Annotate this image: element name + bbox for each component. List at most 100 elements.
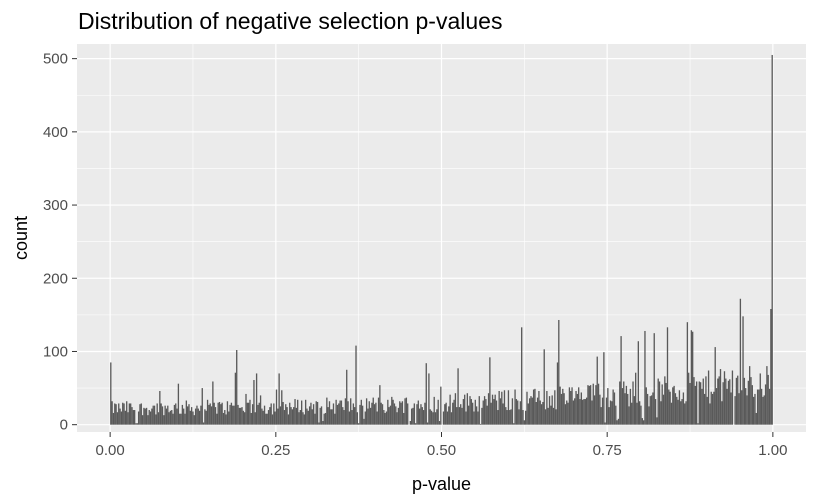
histogram-bar <box>172 413 174 425</box>
histogram-bar <box>340 400 343 425</box>
histogram-bar <box>601 397 604 425</box>
histogram-bar <box>274 411 276 425</box>
histogram-bar <box>137 411 140 425</box>
histogram-bar <box>262 410 264 425</box>
histogram-bar <box>617 418 620 425</box>
histogram-bar <box>290 407 292 425</box>
histogram-bar <box>664 376 666 425</box>
histogram-bar <box>226 401 229 425</box>
histogram-bar <box>513 423 515 425</box>
histogram-bar <box>758 389 760 425</box>
histogram-bar <box>282 401 284 425</box>
histogram-bar <box>118 403 120 425</box>
histogram-bar <box>711 393 714 425</box>
histogram-bar <box>411 408 413 425</box>
histogram-bar <box>674 393 677 425</box>
histogram-bar <box>460 404 462 425</box>
histogram-bar <box>143 407 145 425</box>
histogram-bar <box>509 410 511 425</box>
histogram-bar <box>350 398 352 425</box>
histogram-bar <box>233 405 235 425</box>
histogram-bar <box>589 385 592 425</box>
histogram-bar <box>308 406 311 425</box>
histogram-bar <box>574 398 576 425</box>
histogram-bar <box>298 412 300 425</box>
histogram-bar <box>171 410 173 425</box>
histogram-bar <box>377 397 380 425</box>
histogram-bar <box>343 410 345 425</box>
histogram-bar <box>114 403 116 425</box>
histogram-bar <box>445 402 447 425</box>
histogram-bar <box>742 316 744 425</box>
histogram-bar <box>685 401 687 425</box>
histogram-bar <box>433 396 435 425</box>
histogram-bar <box>244 412 246 425</box>
histogram-bar <box>727 380 730 425</box>
histogram-bar <box>421 407 423 425</box>
histogram-bar <box>242 410 245 425</box>
histogram-bar <box>714 347 716 425</box>
histogram-bar <box>120 411 123 425</box>
histogram-bar <box>596 356 598 425</box>
histogram-bar <box>756 389 759 425</box>
histogram-bar <box>575 391 577 425</box>
histogram-bar <box>173 404 176 425</box>
histogram-bar <box>372 397 374 425</box>
histogram-bar <box>699 382 702 425</box>
histogram-bar <box>489 357 491 425</box>
histogram-bar <box>466 393 469 425</box>
histogram-bar <box>560 393 563 425</box>
histogram-bar <box>481 407 483 425</box>
histogram-bar <box>285 404 287 425</box>
histogram-bar <box>715 388 718 425</box>
histogram-bar <box>141 415 144 425</box>
histogram-bar <box>595 385 597 425</box>
histogram-bar <box>128 403 131 425</box>
histogram-bar <box>229 404 231 425</box>
grid-major <box>77 44 806 432</box>
histogram-bar <box>148 410 150 425</box>
histogram-bar <box>616 420 618 425</box>
histogram-bar <box>629 388 632 425</box>
histogram-bar <box>497 410 499 425</box>
histogram-bar <box>136 423 138 425</box>
histogram-bar <box>454 393 457 425</box>
histogram-bar <box>348 411 351 425</box>
histogram-bar <box>453 399 455 425</box>
histogram-bar <box>657 378 659 425</box>
histogram-bar <box>621 388 624 425</box>
histogram-bar <box>144 408 146 425</box>
histogram-bar <box>478 396 480 425</box>
y-tick-label: 400 <box>43 124 68 141</box>
histogram-bar <box>440 386 442 425</box>
histogram-bar <box>760 388 763 425</box>
histogram-bar <box>502 403 504 425</box>
histogram-bar <box>168 412 170 425</box>
histogram-bar <box>750 377 752 425</box>
histogram-bar <box>364 411 366 425</box>
histogram-bar <box>731 370 734 425</box>
histogram-bar <box>510 409 512 425</box>
histogram-bar <box>116 412 119 425</box>
histogram-bar <box>208 404 210 425</box>
histogram-bar <box>187 406 189 425</box>
histogram-bar <box>523 420 526 425</box>
histogram-bar <box>576 393 579 425</box>
histogram-bar <box>653 333 655 425</box>
histogram-bar <box>190 407 193 425</box>
histogram-bar <box>281 390 283 425</box>
histogram-bar <box>689 382 691 425</box>
histogram-bar <box>584 399 586 425</box>
histogram-bar <box>365 398 368 425</box>
histogram-bar <box>327 407 329 425</box>
histogram-bar <box>152 405 154 425</box>
histogram-bar <box>175 403 177 425</box>
histogram-bar <box>371 402 373 425</box>
histogram-bar <box>514 389 516 425</box>
histogram-bar <box>670 402 673 425</box>
histogram-bar <box>572 400 575 425</box>
histogram-bar <box>583 399 585 425</box>
histogram-bar <box>295 407 298 425</box>
histogram-bar <box>367 408 369 425</box>
histogram-bar <box>608 407 610 425</box>
